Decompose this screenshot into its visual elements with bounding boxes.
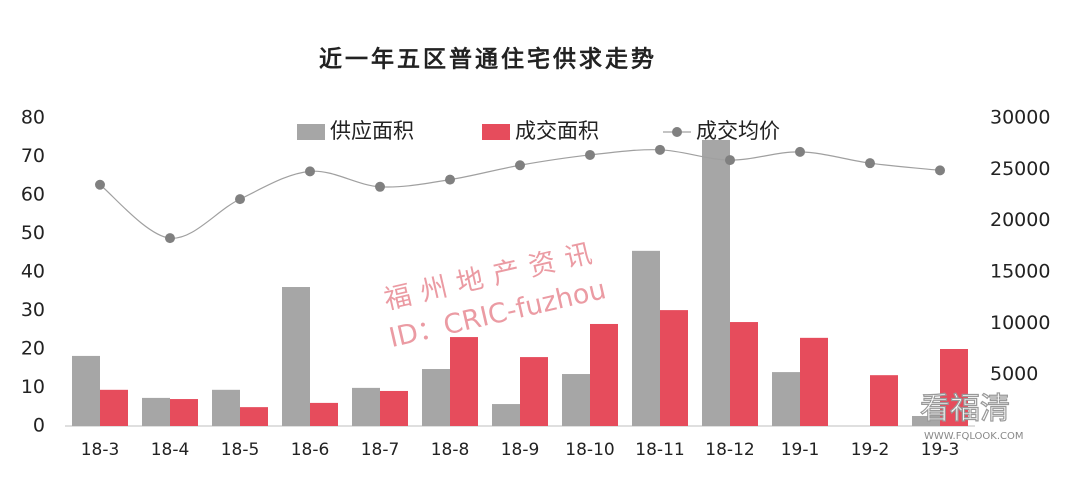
bar	[310, 402, 338, 426]
bar	[352, 387, 380, 426]
legend-swatch	[297, 124, 325, 140]
line-marker	[165, 233, 175, 244]
y2-tick-label: 15000	[990, 261, 1050, 283]
bar	[660, 310, 688, 426]
bar	[422, 369, 450, 426]
y-tick-label: 80	[21, 107, 45, 129]
x-tick-label: 19-1	[781, 440, 820, 460]
watermark: WWW.FQLOOK.COM	[924, 431, 1024, 442]
bar	[100, 389, 128, 426]
y-tick-label: 0	[33, 415, 45, 437]
bar	[562, 374, 590, 426]
bar	[492, 404, 520, 426]
x-tick-label: 18-6	[291, 440, 330, 460]
bar	[702, 139, 730, 426]
chart-title: 近一年五区普通住宅供求走势	[319, 46, 657, 73]
bar	[240, 407, 268, 426]
legend-swatch	[482, 124, 510, 140]
x-tick-label: 18-9	[501, 440, 540, 460]
legend-label: 成交面积	[515, 119, 599, 143]
y-tick-label: 20	[21, 338, 45, 360]
bar	[730, 322, 758, 426]
y2-tick-label: 10000	[990, 312, 1050, 334]
y2-tick-label: 5000	[990, 363, 1038, 385]
legend-label: 成交均价	[696, 119, 780, 143]
bar	[940, 349, 968, 426]
watermark: 看福清	[920, 392, 1010, 427]
line-marker	[305, 166, 315, 177]
line-marker	[655, 144, 665, 155]
y-tick-label: 70	[21, 145, 45, 167]
line-marker	[95, 179, 105, 190]
line-marker	[515, 160, 525, 171]
x-tick-label: 18-10	[565, 440, 614, 460]
bar	[772, 372, 800, 426]
bar	[142, 397, 170, 426]
bar	[590, 323, 618, 426]
bar	[212, 389, 240, 426]
x-tick-label: 18-4	[151, 440, 190, 460]
bar	[282, 287, 310, 426]
bar	[912, 415, 940, 426]
legend-label: 供应面积	[330, 119, 414, 143]
line-marker	[865, 158, 875, 169]
bar	[870, 375, 898, 426]
bar	[520, 357, 548, 426]
x-tick-label: 18-3	[81, 440, 120, 460]
legend-marker	[672, 127, 682, 137]
line-marker	[375, 181, 385, 192]
line-marker	[235, 194, 245, 205]
y2-tick-label: 20000	[990, 209, 1050, 231]
line-marker	[585, 149, 595, 160]
bar	[632, 250, 660, 426]
x-tick-label: 18-11	[635, 440, 684, 460]
y-tick-label: 50	[21, 222, 45, 244]
x-tick-label: 19-2	[851, 440, 890, 460]
bar	[450, 337, 478, 426]
line-marker	[445, 174, 455, 185]
x-tick-label: 18-5	[221, 440, 260, 460]
line-marker	[795, 146, 805, 157]
x-tick-label: 18-8	[431, 440, 470, 460]
y2-tick-label: 25000	[990, 158, 1050, 180]
x-tick-label: 19-3	[921, 440, 960, 460]
bar	[800, 337, 828, 426]
bar	[380, 390, 408, 426]
y-tick-label: 60	[21, 184, 45, 206]
y-tick-label: 10	[21, 376, 45, 398]
line-marker	[935, 165, 945, 176]
bar	[170, 399, 198, 426]
line-marker	[725, 155, 735, 166]
y2-tick-label: 30000	[990, 107, 1050, 129]
x-tick-label: 18-12	[705, 440, 754, 460]
y-tick-label: 40	[21, 261, 45, 283]
bar	[72, 355, 100, 426]
x-tick-label: 18-7	[361, 440, 400, 460]
y-tick-label: 30	[21, 299, 45, 321]
